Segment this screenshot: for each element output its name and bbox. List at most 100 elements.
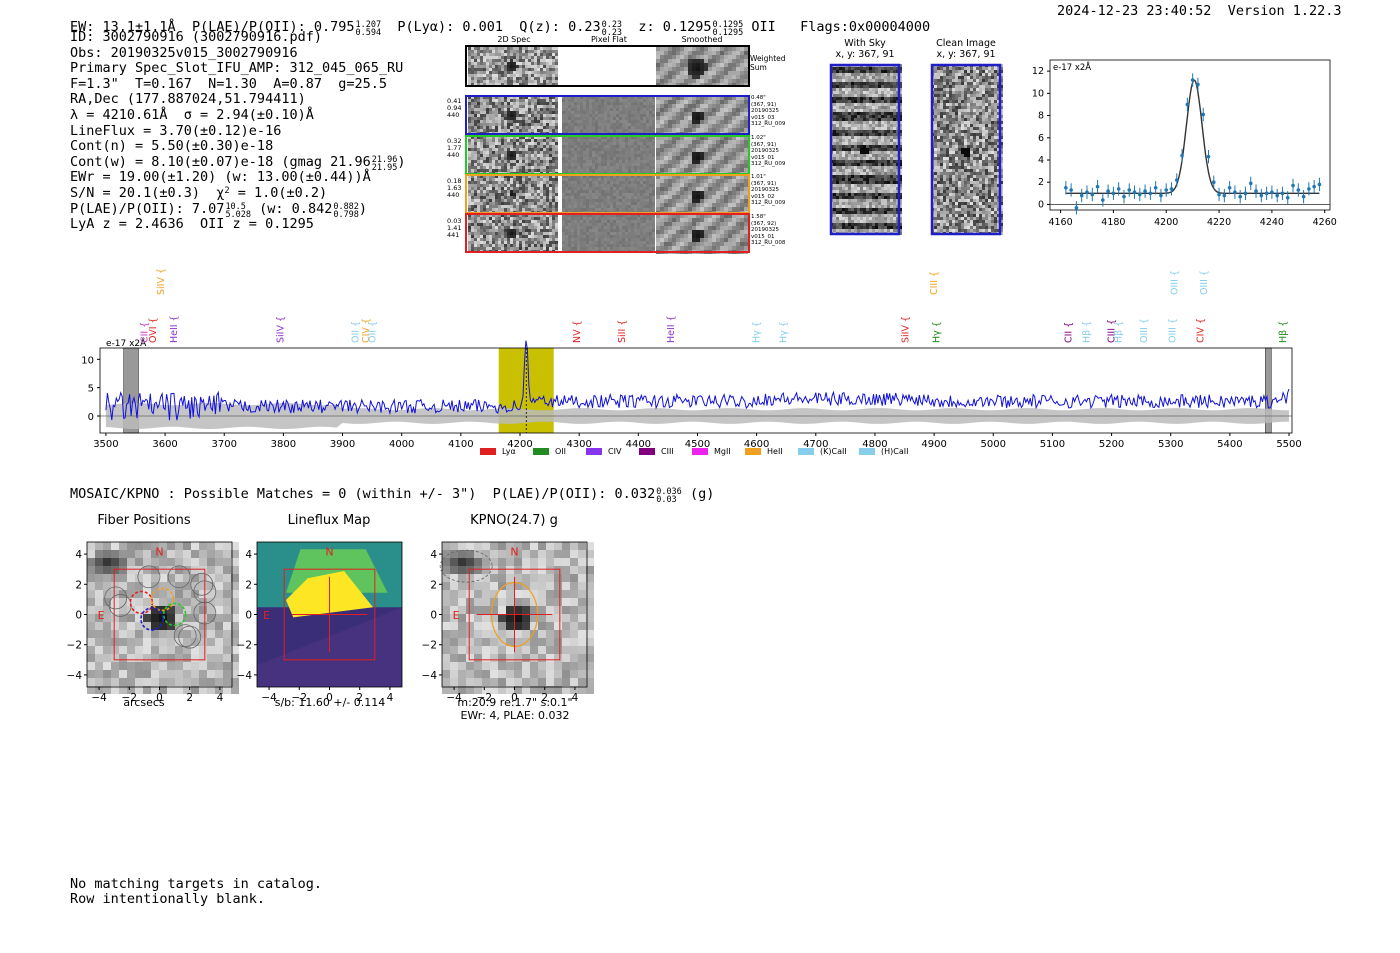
- smoothed-pixel: [716, 183, 720, 187]
- pixel-flat-pixel: [643, 208, 646, 211]
- cutout-pixel: [471, 53, 474, 56]
- pixel-flat-pixel: [580, 202, 583, 205]
- cutout-pixel: [504, 139, 507, 142]
- cutout-pixel: [528, 220, 531, 223]
- smoothed-pixel: [736, 120, 740, 124]
- cutout-pixel: [537, 163, 540, 166]
- smoothed-pixel: [660, 238, 664, 242]
- smoothed-pixel: [676, 104, 680, 108]
- pixel-flat-pixel: [652, 105, 655, 108]
- qz-value: Q(z): 0.23: [519, 19, 601, 35]
- pixel-flat-pixel: [628, 123, 631, 126]
- pixel-flat-pixel: [565, 96, 568, 99]
- cutout-pixel: [516, 136, 519, 139]
- sky-pixel: [863, 88, 866, 91]
- cutout-pixel: [528, 178, 531, 181]
- smoothed-pixel: [720, 108, 724, 112]
- pixel-flat-pixel: [637, 199, 640, 202]
- smoothed-pixel: [740, 175, 744, 179]
- smoothed-pixel: [672, 120, 676, 124]
- pixel-flat-pixel: [565, 169, 568, 172]
- pixel-flat-pixel: [634, 123, 637, 126]
- cutout-pixel: [486, 187, 489, 190]
- pixel-flat-pixel: [571, 139, 574, 142]
- smoothed-pixel: [712, 136, 716, 140]
- cutout-pixel: [474, 108, 477, 111]
- pixel-flat-pixel: [646, 247, 649, 250]
- cutout-pixel: [495, 108, 498, 111]
- cutout-pixel: [492, 68, 495, 71]
- pixel-flat-pixel: [604, 117, 607, 120]
- pixel-flat-pixel: [640, 99, 643, 102]
- cutout-pixel: [537, 83, 540, 86]
- pixel-flat-pixel: [568, 235, 571, 238]
- pixel-flat-pixel: [580, 145, 583, 148]
- cutout-pixel: [528, 205, 531, 208]
- cutout-pixel: [483, 102, 486, 105]
- pixel-flat-pixel: [586, 208, 589, 211]
- smoothed-pixel: [704, 75, 708, 79]
- sky-pixel: [896, 79, 899, 82]
- cutout-pixel: [537, 56, 540, 59]
- cutout-pixel: [498, 77, 501, 80]
- pixel-flat-pixel: [577, 214, 580, 217]
- cutout-pixel: [492, 74, 495, 77]
- pixel-flat-pixel: [643, 136, 646, 139]
- pixel-flat-pixel: [571, 111, 574, 114]
- cutout-pixel: [483, 108, 486, 111]
- pixel-flat-pixel: [604, 139, 607, 142]
- pixel-flat-pixel: [595, 129, 598, 132]
- smoothed-pixel: [684, 47, 688, 51]
- pixel-flat-pixel: [619, 154, 622, 157]
- pixel-flat-pixel: [613, 169, 616, 172]
- smoothed-pixel: [692, 218, 696, 222]
- cutout-pixel: [531, 50, 534, 53]
- pixel-flat-pixel: [610, 175, 613, 178]
- smoothed-pixel: [684, 207, 688, 211]
- pixel-flat-pixel: [571, 247, 574, 250]
- smoothed-pixel: [684, 199, 688, 203]
- cutout-pixel: [555, 208, 558, 211]
- cutout-pixel: [519, 65, 522, 68]
- cutout-pixel: [525, 108, 528, 111]
- smoothed-pixel: [744, 234, 748, 238]
- cutout-pixel: [486, 96, 489, 99]
- pixel-flat-pixel: [643, 105, 646, 108]
- pixel-flat-pixel: [613, 196, 616, 199]
- pixel-flat-pixel: [580, 154, 583, 157]
- cutout-pixel: [486, 129, 489, 132]
- sky-pixel: [872, 85, 875, 88]
- sky-pixel: [896, 88, 899, 91]
- cutout-pixel: [555, 105, 558, 108]
- pixel-flat-pixel: [607, 142, 610, 145]
- cutout-pixel: [504, 229, 507, 232]
- pixel-flat-pixel: [598, 193, 601, 196]
- cutout-pixel: [504, 190, 507, 193]
- smoothed-pixel: [684, 148, 688, 152]
- pixel-flat-pixel: [589, 114, 592, 117]
- pixel-flat-pixel: [565, 190, 568, 193]
- smoothed-pixel: [696, 214, 700, 218]
- smoothed-pixel: [740, 222, 744, 226]
- cutout-pixel: [543, 136, 546, 139]
- pixel-flat-pixel: [568, 193, 571, 196]
- cutout-pixel: [531, 99, 534, 102]
- pixel-flat-pixel: [586, 96, 589, 99]
- cutout-pixel: [495, 181, 498, 184]
- cutout-pixel: [528, 223, 531, 226]
- smoothed-pixel: [704, 152, 708, 156]
- smoothed-pixel: [672, 179, 676, 183]
- pixel-flat-pixel: [565, 166, 568, 169]
- pixel-flat-pixel: [628, 157, 631, 160]
- cutout-pixel: [498, 151, 501, 154]
- smoothed-pixel: [736, 63, 740, 67]
- smoothed-pixel: [684, 140, 688, 144]
- cutout-pixel: [543, 208, 546, 211]
- pixel-flat-pixel: [634, 193, 637, 196]
- pixel-flat-pixel: [589, 181, 592, 184]
- pixel-flat-pixel: [610, 96, 613, 99]
- smoothed-pixel: [744, 222, 748, 226]
- smoothed-pixel: [696, 199, 700, 203]
- smoothed-pixel: [676, 234, 680, 238]
- pixel-flat-pixel: [562, 241, 565, 244]
